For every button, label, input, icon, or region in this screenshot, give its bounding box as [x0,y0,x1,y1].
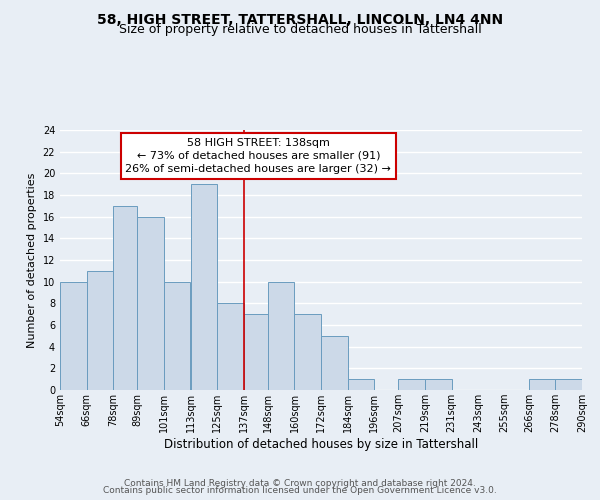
Bar [60,282,86,390]
Bar [191,184,217,390]
Y-axis label: Number of detached properties: Number of detached properties [27,172,37,348]
Bar [113,206,137,390]
Bar [244,314,268,390]
Bar [217,304,244,390]
X-axis label: Distribution of detached houses by size in Tattershall: Distribution of detached houses by size … [164,438,478,451]
Bar [86,271,113,390]
Bar [556,379,582,390]
Bar [295,314,321,390]
Text: Contains HM Land Registry data © Crown copyright and database right 2024.: Contains HM Land Registry data © Crown c… [124,478,476,488]
Bar [268,282,295,390]
Bar [321,336,347,390]
Bar [398,379,425,390]
Text: 58, HIGH STREET, TATTERSHALL, LINCOLN, LN4 4NN: 58, HIGH STREET, TATTERSHALL, LINCOLN, L… [97,12,503,26]
Bar [164,282,190,390]
Bar [425,379,452,390]
Bar [347,379,374,390]
Text: Contains public sector information licensed under the Open Government Licence v3: Contains public sector information licen… [103,486,497,495]
Bar [137,216,164,390]
Bar [529,379,556,390]
Text: Size of property relative to detached houses in Tattershall: Size of property relative to detached ho… [119,22,481,36]
Text: 58 HIGH STREET: 138sqm
← 73% of detached houses are smaller (91)
26% of semi-det: 58 HIGH STREET: 138sqm ← 73% of detached… [125,138,391,174]
